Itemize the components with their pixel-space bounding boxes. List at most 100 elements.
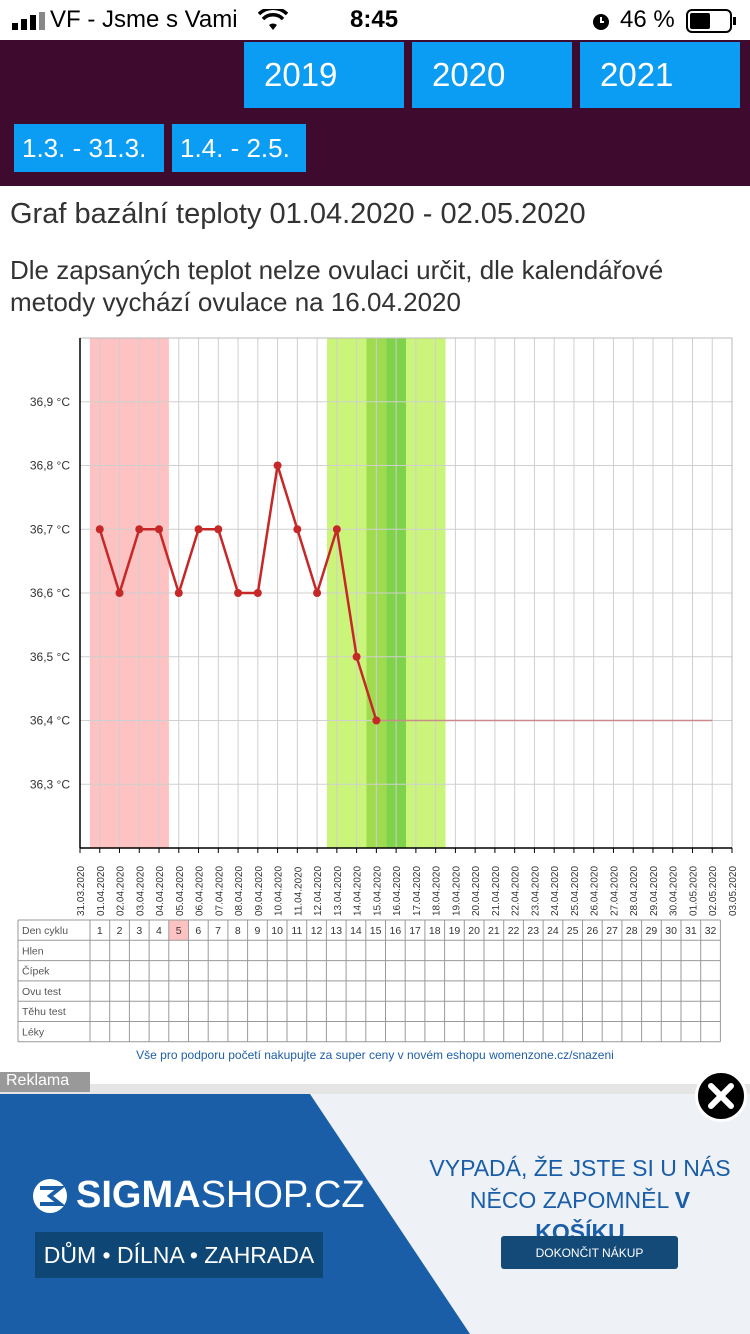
- ad-headline-line2-text: NĚCO ZAPOMNĚL: [469, 1187, 675, 1213]
- ad-label: Reklama: [0, 1072, 90, 1092]
- temperature-point: [155, 525, 164, 534]
- cycle-day-number: 30: [665, 925, 677, 937]
- x-tick-label: 09.04.2020: [254, 866, 265, 916]
- x-tick-label: 28.04.2020: [629, 866, 640, 916]
- y-tick-label: 36,3 °C: [30, 777, 70, 791]
- x-tick-label: 20.04.2020: [471, 866, 482, 916]
- cycle-day-number: 26: [587, 925, 599, 937]
- x-tick-label: 01.04.2020: [96, 866, 107, 916]
- x-tick-label: 24.04.2020: [550, 866, 561, 916]
- alarm-icon: [593, 14, 609, 30]
- temperature-point: [214, 525, 223, 534]
- x-tick-label: 03.05.2020: [728, 866, 739, 916]
- cycle-day-number: 31: [685, 925, 697, 937]
- temperature-point: [332, 525, 341, 534]
- x-tick-label: 18.04.2020: [432, 866, 443, 916]
- temperature-point: [234, 589, 243, 597]
- x-tick-label: 27.04.2020: [609, 866, 620, 916]
- cycle-day-number: 20: [468, 925, 480, 937]
- cycle-day-number: 27: [606, 925, 618, 937]
- x-tick-label: 25.04.2020: [570, 866, 581, 916]
- year-button-2020[interactable]: 2020: [412, 42, 572, 108]
- x-tick-label: 13.04.2020: [333, 866, 344, 916]
- cycle-day-number: 16: [390, 925, 402, 937]
- cycle-day-number: 19: [449, 925, 461, 937]
- carrier-name: VF - Jsme s Vami: [50, 6, 238, 33]
- page-title: Graf bazální teploty 01.04.2020 - 02.05.…: [10, 198, 586, 230]
- table-row-label: Čípek: [22, 965, 50, 978]
- y-tick-label: 36,8 °C: [30, 459, 70, 473]
- temperature-point: [115, 589, 124, 597]
- x-tick-label: 05.04.2020: [175, 866, 186, 916]
- cycle-day-number: 2: [117, 925, 123, 937]
- x-tick-label: 02.05.2020: [708, 866, 719, 916]
- battery-percentage: 46 %: [620, 6, 675, 33]
- temperature-point: [273, 461, 282, 470]
- cycle-day-number: 28: [626, 925, 638, 937]
- temperature-chart: 36,3 °C 36,4 °C 36,5 °C 36,6 °C 36,7 °C 36,8 …: [30, 337, 739, 916]
- logo-text-bold: SIGMA: [76, 1174, 201, 1216]
- x-tick-label: 16.04.2020: [392, 866, 403, 916]
- ad-headline: VYPADÁ, ŽE JSTE SI U NÁS NĚCO ZAPOMNĚL V…: [425, 1152, 735, 1248]
- x-tick-label: 26.04.2020: [590, 866, 601, 916]
- cycle-day-number: 23: [527, 925, 539, 937]
- cycle-day-number: 18: [429, 925, 441, 937]
- cycle-day-number: 3: [136, 925, 142, 937]
- cycle-day-number: 29: [646, 925, 658, 937]
- cycle-day-number: 32: [705, 925, 717, 937]
- x-tick-label: 11.04.2020: [293, 866, 304, 916]
- x-tick-label: 30.04.2020: [669, 866, 680, 916]
- battery-icon: [686, 9, 736, 33]
- x-tick-label: 31.03.2020: [76, 866, 87, 916]
- sigma-logo-icon: [33, 1178, 67, 1213]
- cycle-day-number: 21: [488, 925, 500, 937]
- temperature-point: [194, 525, 203, 534]
- cycle-day-number: 11: [291, 925, 302, 937]
- ad-close-button[interactable]: [695, 1070, 747, 1122]
- cycle-day-number: 6: [195, 925, 201, 937]
- cycle-day-number: 22: [508, 925, 520, 937]
- cycle-day-number: 15: [370, 925, 382, 937]
- temperature-point: [174, 589, 183, 597]
- temperature-point: [352, 652, 361, 661]
- period-navigation: 2019 2020 2021 1.3. - 31.3. 1.4. - 2.5.: [0, 40, 750, 186]
- clock: 8:45: [350, 6, 399, 33]
- x-tick-label: 17.04.2020: [412, 866, 423, 916]
- temperature-point: [293, 525, 302, 534]
- ad-slogan: DŮM • DÍLNA • ZAHRADA: [35, 1232, 323, 1278]
- status-bar: VF - Jsme s Vami 8:45 46 %: [0, 0, 750, 40]
- range-button-april[interactable]: 1.4. - 2.5.: [172, 124, 306, 172]
- x-tick-label: 10.04.2020: [274, 866, 285, 916]
- sigmashop-logo: SIGMA SHOP.CZ: [30, 1174, 365, 1217]
- cycle-day-number: 25: [567, 925, 579, 937]
- table-row-label: Hlen: [22, 945, 44, 957]
- wifi-icon: [258, 9, 288, 30]
- y-tick-label: 36,4 °C: [30, 714, 70, 728]
- cycle-day-number: 5: [176, 925, 182, 937]
- x-tick-label: 22.04.2020: [511, 866, 522, 916]
- x-tick-label: 01.05.2020: [688, 866, 699, 916]
- logo-text-light: SHOP.CZ: [200, 1174, 365, 1216]
- cycle-day-number: 17: [409, 925, 421, 937]
- x-tick-label: 03.04.2020: [135, 866, 146, 916]
- cycle-day-number: 7: [215, 925, 221, 937]
- range-button-march[interactable]: 1.3. - 31.3.: [14, 124, 164, 172]
- shop-link[interactable]: Vše pro podporu početí nakupujte za supe…: [136, 1048, 614, 1062]
- y-tick-label: 36,6 °C: [30, 586, 70, 600]
- year-button-2021[interactable]: 2021: [580, 42, 740, 108]
- cycle-day-number: 24: [547, 925, 559, 937]
- cycle-table: Den cyklu Hlen Čípek Ovu test Těhu test Léky 1…: [17, 919, 721, 1043]
- year-button-2019[interactable]: 2019: [244, 42, 404, 108]
- ad-cta-button[interactable]: DOKONČIT NÁKUP: [501, 1236, 678, 1269]
- ad-headline-line1: VYPADÁ, ŽE JSTE SI U NÁS: [429, 1155, 731, 1181]
- cycle-day-number: 13: [330, 925, 342, 937]
- ad-banner[interactable]: SIGMA SHOP.CZ DŮM • DÍLNA • ZAHRADA VYPA…: [0, 1094, 750, 1334]
- ad-headline-line2: NĚCO ZAPOMNĚL V KOŠÍKU: [425, 1184, 735, 1248]
- x-tick-label: 12.04.2020: [313, 866, 324, 916]
- table-row-label: Léky: [22, 1027, 45, 1039]
- ad-divider: [0, 1084, 750, 1094]
- x-tick-label: 06.04.2020: [195, 866, 206, 916]
- cycle-day-number: 4: [156, 925, 162, 937]
- temperature-point: [135, 525, 144, 534]
- x-tick-label: 19.04.2020: [451, 866, 462, 916]
